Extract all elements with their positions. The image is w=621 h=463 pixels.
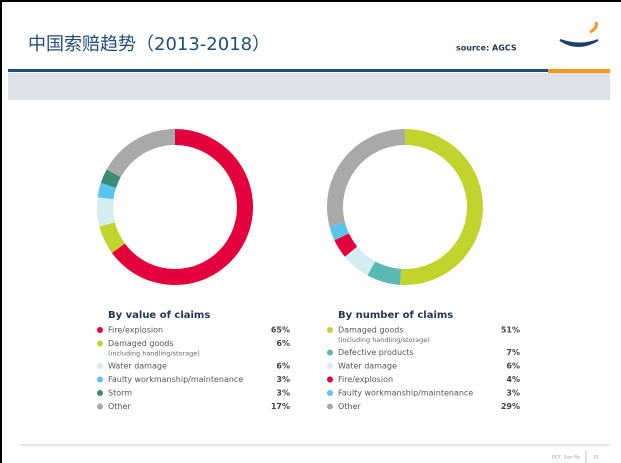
donut-segment xyxy=(334,233,358,257)
legend-marker xyxy=(97,376,103,383)
logo xyxy=(559,21,599,47)
value-label: 6% xyxy=(276,362,290,371)
header-band xyxy=(8,73,610,100)
value-label: 4% xyxy=(506,375,520,384)
chart-title: By value of claims xyxy=(108,310,210,321)
legend-label: Faulty workmanship/maintenance xyxy=(338,389,473,398)
legend-marker xyxy=(97,340,103,347)
page-number: 31 xyxy=(593,455,599,461)
value-label: 65% xyxy=(271,326,290,335)
source: source: AGCS xyxy=(456,44,517,53)
slide-title: 中国索赔趋势（2013-2018） xyxy=(28,34,270,55)
legend-marker xyxy=(97,403,103,410)
legend-note: (including handling/storage) xyxy=(338,336,430,344)
value-label: 6% xyxy=(276,339,290,348)
legend-label: Other xyxy=(338,402,361,411)
legend-label: Water damage xyxy=(108,362,167,371)
value-label: 6% xyxy=(506,362,520,371)
legend-marker xyxy=(327,390,333,396)
legend-marker xyxy=(327,349,333,356)
legend-marker xyxy=(327,403,333,410)
donut-segment xyxy=(400,129,483,285)
donut-segment xyxy=(106,129,175,178)
donut-segment xyxy=(96,197,115,227)
donut-segment xyxy=(367,261,402,285)
value-label: 29% xyxy=(501,402,520,411)
donut-segment xyxy=(100,169,121,188)
legend-label: Damaged goods xyxy=(338,326,404,335)
donut-segment xyxy=(329,222,349,241)
legend-note: (including handling/storage) xyxy=(108,350,200,358)
value-label: 51% xyxy=(501,326,520,335)
value-label: 7% xyxy=(506,348,520,357)
value-label: 3% xyxy=(276,375,290,384)
legend-label: Fire/explosion xyxy=(338,375,393,384)
value-label: 17% xyxy=(271,402,290,411)
legend-marker xyxy=(97,327,103,333)
donut-segment xyxy=(326,128,405,227)
legend-label: Fire/explosion xyxy=(108,326,163,335)
value-label: 3% xyxy=(506,389,520,398)
legend-label: Other xyxy=(108,402,131,411)
legend-marker xyxy=(327,327,333,333)
legend-label: Faulty workmanship/maintenance xyxy=(108,375,243,384)
chart-title: By number of claims xyxy=(338,310,453,321)
legend-label: Water damage xyxy=(338,362,397,371)
footer-text: GCF, Gen Re xyxy=(552,455,581,461)
donut-segment xyxy=(344,246,376,276)
header-accent xyxy=(548,69,610,73)
donut-segment xyxy=(99,222,125,253)
legend-marker xyxy=(327,363,333,369)
value-label: 3% xyxy=(276,389,290,398)
legend-marker xyxy=(97,363,103,369)
legend-label: Storm xyxy=(108,389,132,398)
donut-segment xyxy=(97,182,117,200)
legend-marker xyxy=(97,390,103,396)
legend-marker xyxy=(327,376,333,383)
header-rule xyxy=(8,69,610,72)
legend-label: Defective products xyxy=(338,348,414,357)
legend-label: Damaged goods xyxy=(108,339,174,348)
